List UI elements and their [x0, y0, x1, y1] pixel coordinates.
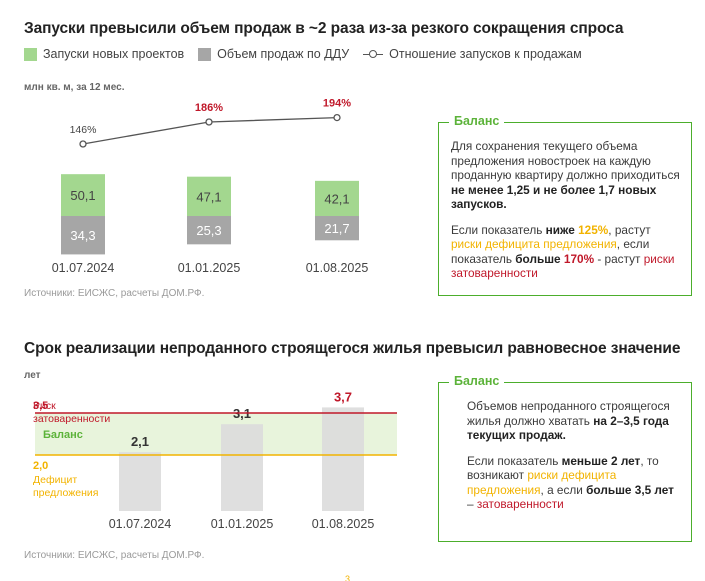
chart2-source: Источники: ЕИСЖС, расчеты ДОМ.РФ. [24, 550, 205, 561]
bar-label-sales-0: 34,3 [70, 228, 95, 243]
chart2-svg: 2,101.07.20243,101.01.20253,701.08.2025Р… [33, 389, 397, 531]
legend-swatch-launches [24, 47, 37, 61]
page-number: 3 [345, 574, 351, 581]
bar-label-launches-1: 47,1 [196, 189, 221, 204]
ratio-label-0: 146% [70, 124, 97, 136]
x-tick-label-2: 01.08.2025 [306, 261, 369, 275]
bar-years-0 [119, 452, 161, 511]
bar-launches-1 [187, 176, 231, 216]
legend-label-ratio: Отношение запусков к продажам [389, 47, 582, 61]
ratio-point-2 [333, 113, 341, 122]
bar-launches-2 [315, 180, 359, 216]
ref-label-deficit: Дефицит предложения [33, 474, 98, 499]
balance-box-2-text-2: Если показатель меньше 2 лет, то возника… [467, 453, 674, 512]
chart1-source: Источники: ЕИСЖС, расчеты ДОМ.РФ. [24, 288, 205, 299]
bar-label-sales-1: 25,3 [196, 223, 221, 238]
bar-label-years-2: 3,7 [334, 389, 352, 404]
legend-swatch-sales [198, 47, 212, 61]
balance-box-1-heading: Баланс [449, 114, 505, 129]
legend-item-sales: Объем продаж по ДДУ [198, 47, 349, 61]
ratio-point-1 [205, 118, 213, 126]
section2-title: Срок реализации непроданного строящегося… [24, 340, 681, 357]
bar-label-sales-2: 21,7 [324, 221, 349, 236]
legend-label-launches: Запуски новых проектов [43, 47, 185, 61]
ratio-point-0 [79, 140, 87, 148]
bar-label-launches-0: 50,1 [70, 188, 95, 203]
section1-title: Запуски превысили объем продаж в ~2 раза… [24, 20, 624, 37]
x-tick-label-1: 01.01.2025 [178, 261, 241, 275]
ratio-label-1: 186% [195, 102, 223, 114]
bar-years-1 [221, 424, 263, 511]
balance-box-2-heading: Баланс [449, 374, 505, 389]
balance-box-2-text-1: Объемов непроданного строящегося жилья д… [467, 399, 670, 442]
bar-sales-1 [187, 216, 231, 245]
chart1-legend: Запуски новых проектов Объем продаж по Д… [24, 47, 596, 61]
bar-label-launches-2: 42,1 [324, 191, 349, 206]
balance-box-1: Баланс Для сохранения текущего объема пр… [438, 114, 692, 296]
x-tick-label-2-0: 01.07.2024 [109, 517, 172, 531]
balance-box-2: Баланс Объемов непроданного строящегося … [438, 374, 692, 542]
balance-band-label: Баланс [43, 429, 83, 441]
bar-launches-0 [61, 174, 105, 216]
chart2-unit-label: лет [24, 370, 41, 381]
bar-label-years-0: 2,1 [131, 434, 149, 449]
ref-value-deficit: 2,0 [33, 460, 48, 472]
legend-label-sales: Объем продаж по ДДУ [217, 47, 350, 61]
x-tick-label-0: 01.07.2024 [52, 261, 115, 275]
balance-box-1-text-1: Для сохранения текущего объема предложен… [451, 139, 680, 211]
ratio-label-2: 194% [323, 98, 351, 110]
legend-item-ratio: Отношение запусков к продажам [363, 47, 582, 61]
bar-sales-2 [315, 216, 359, 241]
balance-box-1-text-2: Если показатель ниже 125%, растут риски … [451, 222, 675, 281]
chart1-unit-label: млн кв. м, за 12 мес. [24, 82, 125, 93]
bar-years-2 [322, 407, 364, 511]
x-tick-label-2-1: 01.01.2025 [211, 517, 274, 531]
legend-item-launches: Запуски новых проектов [24, 47, 184, 61]
legend-swatch-ratio [363, 48, 384, 61]
ref-value-overstock: 3,5 [33, 400, 48, 412]
chart1-svg: 50,1 34,3 01.07.2024 47,1 25,3 01.01.2025 42,1… [52, 98, 369, 275]
bar-sales-0 [61, 216, 105, 255]
ref-label-overstock: Риск затоваренности [33, 400, 110, 425]
x-tick-label-2-2: 01.08.2025 [312, 517, 375, 531]
